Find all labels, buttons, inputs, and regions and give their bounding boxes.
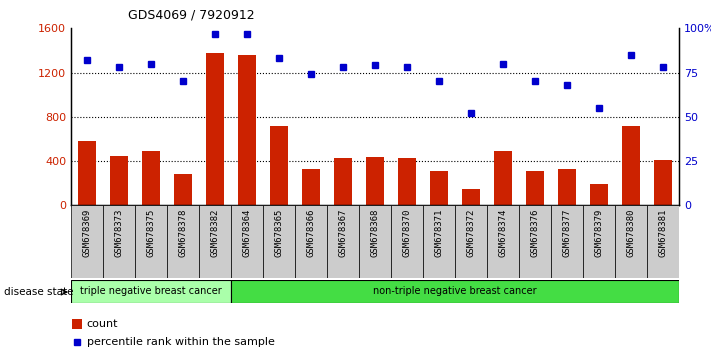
Bar	[430, 171, 448, 205]
Text: GSM678367: GSM678367	[338, 209, 348, 257]
Bar	[590, 184, 608, 205]
Bar	[647, 205, 679, 278]
Bar	[73, 319, 82, 329]
Bar	[455, 205, 487, 278]
Text: GSM678371: GSM678371	[434, 209, 444, 257]
Bar	[167, 205, 199, 278]
Text: GSM678368: GSM678368	[370, 209, 380, 257]
Bar	[398, 158, 416, 205]
Bar	[391, 205, 423, 278]
Bar	[519, 205, 551, 278]
Text: GSM678374: GSM678374	[498, 209, 508, 257]
Bar	[231, 280, 679, 303]
Bar	[334, 158, 352, 205]
Text: GSM678381: GSM678381	[658, 209, 668, 257]
Bar	[295, 205, 327, 278]
Bar	[199, 205, 231, 278]
Text: triple negative breast cancer: triple negative breast cancer	[80, 286, 222, 296]
Bar	[494, 151, 512, 205]
Text: GSM678382: GSM678382	[210, 209, 220, 257]
Text: GSM678365: GSM678365	[274, 209, 284, 257]
Text: percentile rank within the sample: percentile rank within the sample	[87, 337, 274, 347]
Bar	[366, 156, 384, 205]
Text: GSM678379: GSM678379	[594, 209, 604, 257]
Bar	[462, 189, 480, 205]
Bar	[238, 55, 256, 205]
Bar	[526, 171, 544, 205]
Text: GSM678369: GSM678369	[82, 209, 92, 257]
Bar	[142, 151, 160, 205]
Bar	[487, 205, 519, 278]
Bar	[558, 169, 576, 205]
Bar	[78, 141, 96, 205]
Bar	[270, 126, 288, 205]
Text: count: count	[87, 319, 118, 329]
Bar	[302, 169, 320, 205]
Bar	[174, 175, 192, 205]
Bar	[423, 205, 455, 278]
Bar	[583, 205, 615, 278]
Text: GSM678366: GSM678366	[306, 209, 316, 257]
Bar	[206, 53, 224, 205]
Bar	[615, 205, 647, 278]
Text: GSM678378: GSM678378	[178, 209, 188, 257]
Text: GSM678364: GSM678364	[242, 209, 252, 257]
Text: GSM678372: GSM678372	[466, 209, 476, 257]
Bar	[231, 205, 263, 278]
Text: GSM678377: GSM678377	[562, 209, 572, 257]
Bar	[71, 205, 103, 278]
Bar	[551, 205, 583, 278]
Text: GSM678376: GSM678376	[530, 209, 540, 257]
Bar	[263, 205, 295, 278]
Text: GSM678380: GSM678380	[626, 209, 636, 257]
Bar	[71, 280, 231, 303]
Bar	[103, 205, 135, 278]
Text: GSM678370: GSM678370	[402, 209, 412, 257]
Text: GSM678375: GSM678375	[146, 209, 156, 257]
Bar	[110, 155, 128, 205]
Text: disease state: disease state	[4, 287, 73, 297]
Bar	[135, 205, 167, 278]
Text: GSM678373: GSM678373	[114, 209, 124, 257]
Bar	[622, 126, 640, 205]
Bar	[359, 205, 391, 278]
Bar	[654, 160, 672, 205]
Text: GDS4069 / 7920912: GDS4069 / 7920912	[128, 9, 255, 22]
Bar	[327, 205, 359, 278]
Text: non-triple negative breast cancer: non-triple negative breast cancer	[373, 286, 537, 296]
